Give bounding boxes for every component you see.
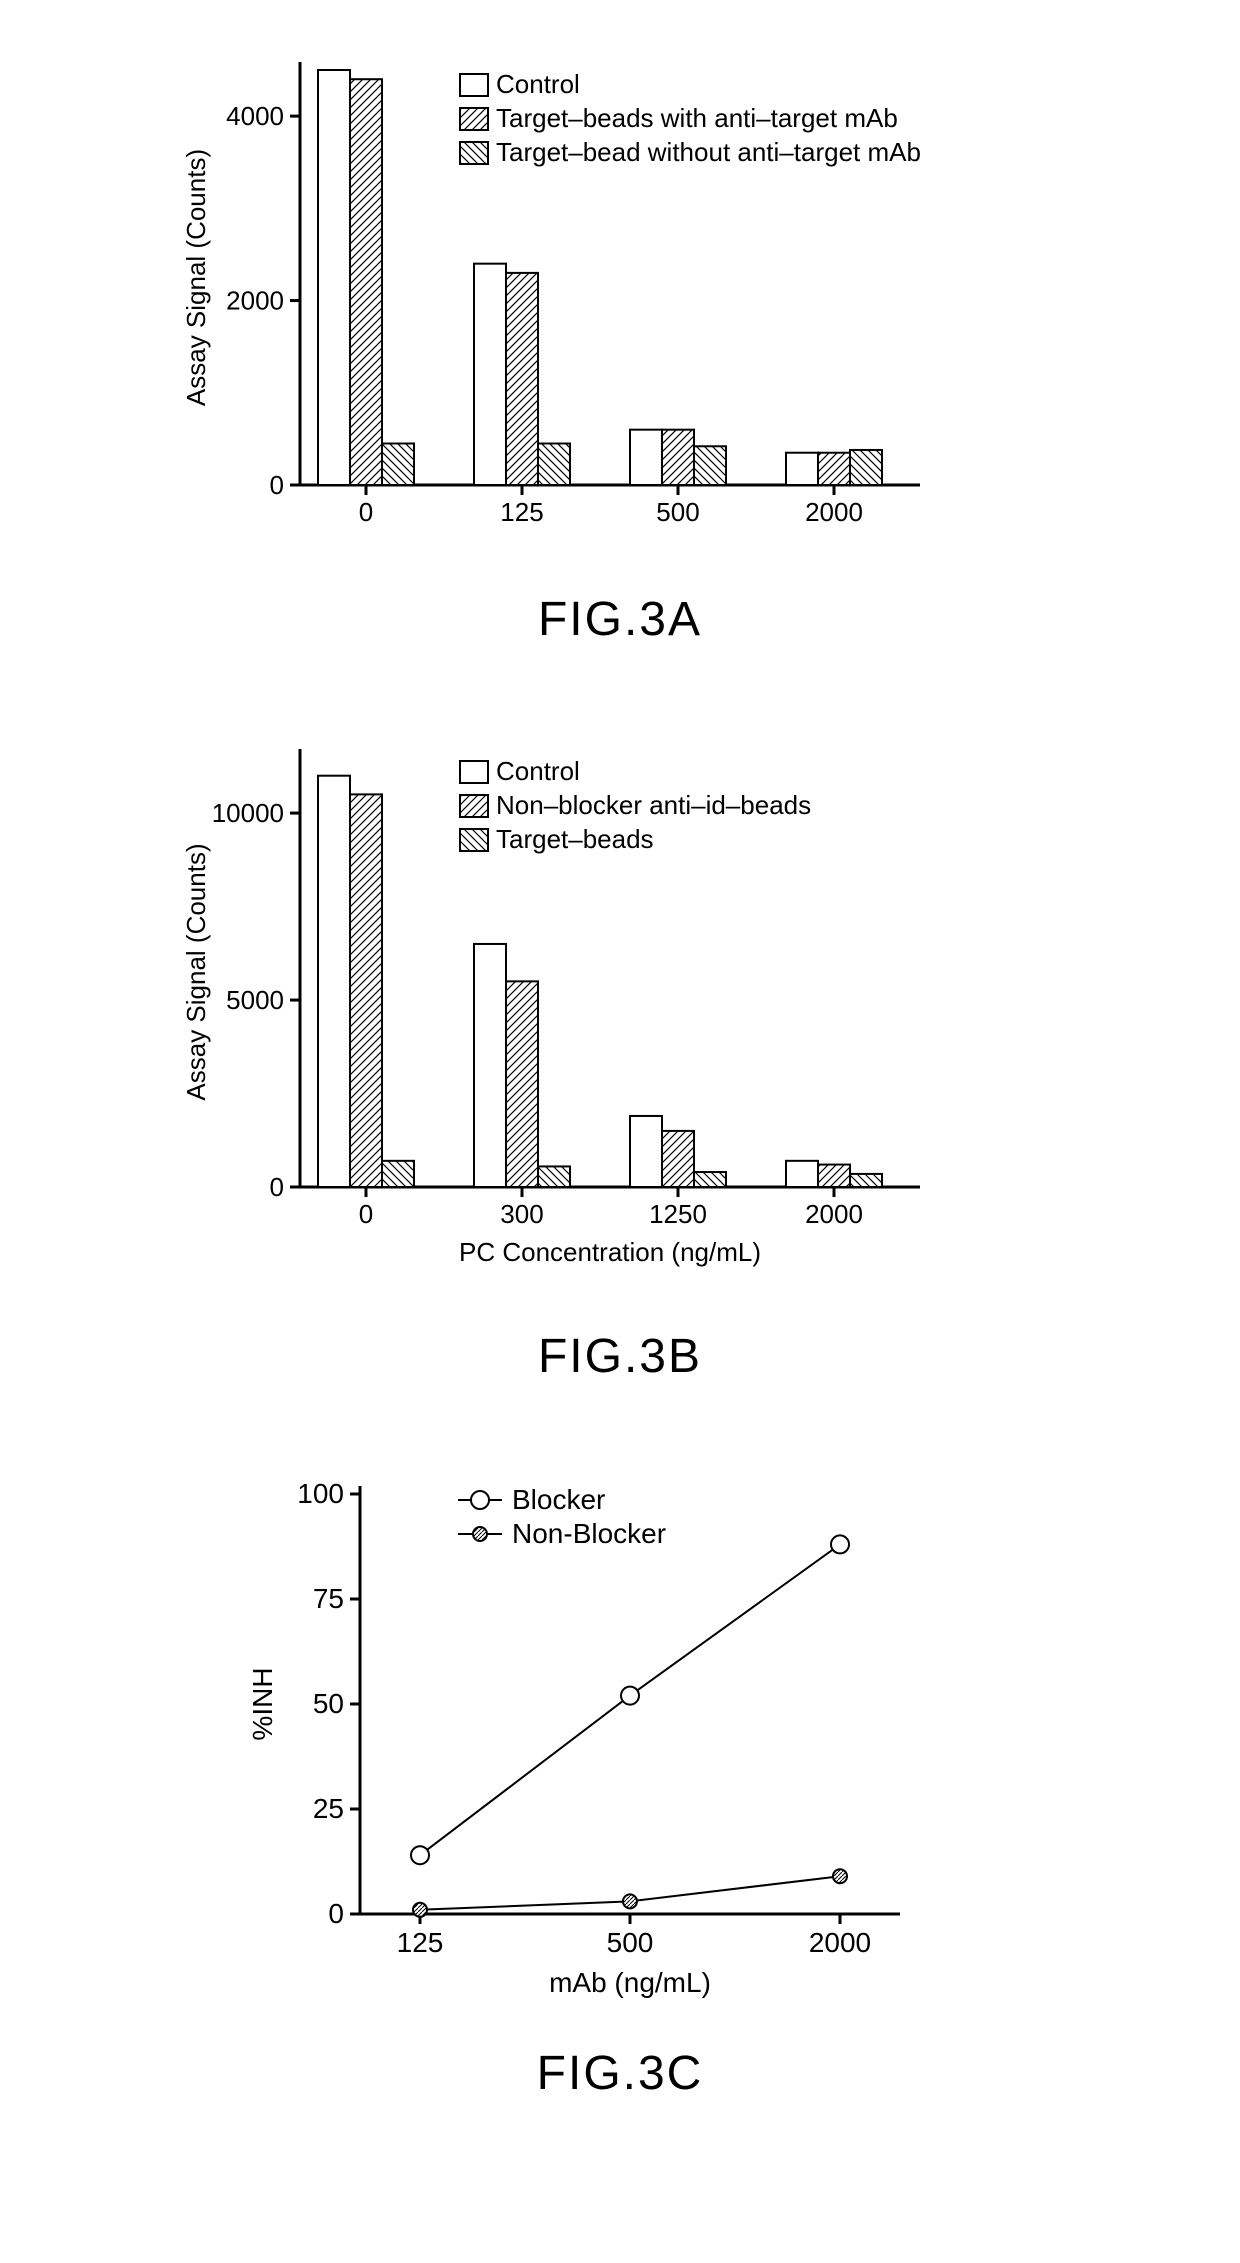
svg-text:PC Concentration (ng/mL): PC Concentration (ng/mL)	[459, 1237, 761, 1267]
svg-text:0: 0	[270, 470, 284, 500]
svg-text:2000: 2000	[226, 286, 284, 316]
svg-text:mAb (ng/mL): mAb (ng/mL)	[549, 1967, 711, 1998]
fig-c-label: FIG.3C	[537, 2046, 704, 2101]
chart-a: 0 2000 4000 Assay Signal (Counts) 0 125 500 200…	[170, 40, 1070, 580]
chart-b: 0 5000 10000Assay Signal (Counts) 0 300 1250 2…	[170, 727, 1070, 1317]
svg-text:125: 125	[500, 497, 543, 527]
svg-text:25: 25	[313, 1793, 344, 1824]
svg-text:Non-Blocker: Non-Blocker	[512, 1518, 666, 1549]
svg-text:125: 125	[397, 1927, 444, 1958]
svg-text:%INH: %INH	[247, 1667, 278, 1740]
svg-text:500: 500	[607, 1927, 654, 1958]
svg-text:Assay Signal (Counts): Assay Signal (Counts)	[181, 149, 211, 406]
svg-text:Blocker: Blocker	[512, 1484, 605, 1515]
svg-text:Non–blocker anti–id–beads: Non–blocker anti–id–beads	[496, 790, 811, 820]
panel-c: 0 25 50 75 100 %INH 125 500 2000 mAb (ng/mL) Block…	[230, 1464, 1010, 2101]
svg-text:10000: 10000	[212, 798, 284, 828]
svg-text:0: 0	[359, 1199, 373, 1229]
svg-text:Assay Signal (Counts): Assay Signal (Counts)	[181, 843, 211, 1100]
chart-c: 0 25 50 75 100 %INH 125 500 2000 mAb (ng/mL) Block…	[230, 1464, 1010, 2034]
svg-text:75: 75	[313, 1583, 344, 1614]
svg-text:100: 100	[297, 1478, 344, 1509]
svg-text:2000: 2000	[805, 497, 863, 527]
svg-text:Target–bead without anti–targe: Target–bead without anti–target mAb	[496, 137, 921, 167]
fig-b-label: FIG.3B	[538, 1329, 702, 1384]
svg-text:0: 0	[270, 1172, 284, 1202]
svg-text:Control: Control	[496, 69, 580, 99]
svg-text:Target–beads with anti–target: Target–beads with anti–target mAb	[496, 103, 898, 133]
svg-text:5000: 5000	[226, 985, 284, 1015]
svg-text:50: 50	[313, 1688, 344, 1719]
panel-b: 0 5000 10000Assay Signal (Counts) 0 300 1250 2…	[170, 727, 1070, 1384]
svg-text:1250: 1250	[649, 1199, 707, 1229]
fig-a-label: FIG.3A	[538, 592, 702, 647]
svg-text:0: 0	[359, 497, 373, 527]
svg-text:300: 300	[500, 1199, 543, 1229]
svg-text:Control: Control	[496, 756, 580, 786]
svg-text:500: 500	[656, 497, 699, 527]
svg-text:Target–beads: Target–beads	[496, 824, 654, 854]
svg-text:2000: 2000	[805, 1199, 863, 1229]
svg-text:4000: 4000	[226, 101, 284, 131]
svg-text:0: 0	[328, 1898, 344, 1929]
panel-a: 0 2000 4000 Assay Signal (Counts) 0 125 500 200…	[170, 40, 1070, 647]
svg-text:2000: 2000	[809, 1927, 871, 1958]
